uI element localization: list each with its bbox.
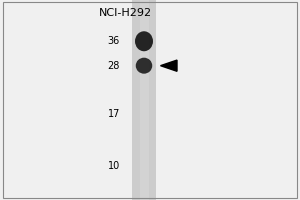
Ellipse shape xyxy=(136,58,152,74)
Text: 36: 36 xyxy=(108,36,120,46)
Polygon shape xyxy=(160,60,177,71)
Text: 10: 10 xyxy=(108,161,120,171)
Bar xyxy=(140,0,148,200)
Text: 28: 28 xyxy=(108,61,120,71)
Bar xyxy=(132,0,156,200)
Ellipse shape xyxy=(135,31,153,51)
Text: NCI-H292: NCI-H292 xyxy=(99,8,152,18)
Text: 17: 17 xyxy=(108,109,120,119)
